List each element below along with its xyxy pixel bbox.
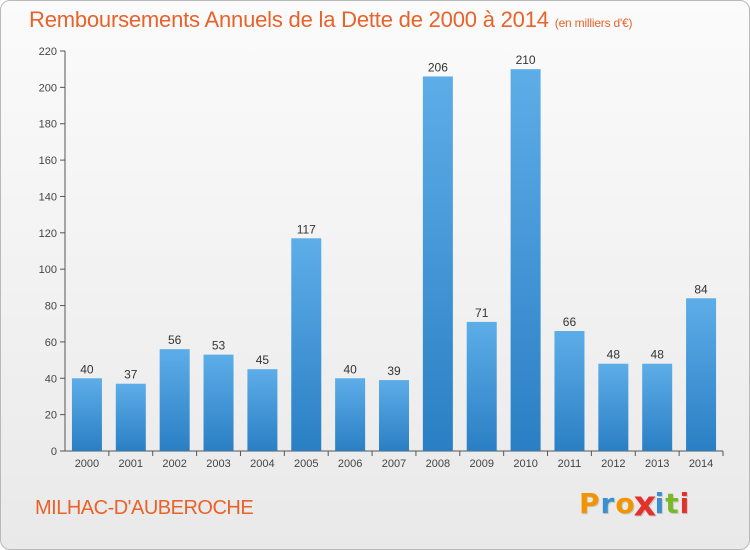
logo-letter: P — [579, 487, 601, 520]
bar-value-label: 210 — [516, 53, 536, 67]
chart-title-text: Remboursements Annuels de la Dette de 20… — [29, 7, 549, 32]
bar-value-label: 37 — [124, 368, 138, 382]
bar — [642, 363, 673, 451]
x-tick-label: 2004 — [250, 458, 274, 470]
bar — [598, 363, 629, 451]
y-tick-label: 200 — [39, 82, 57, 94]
bar-value-label: 53 — [212, 339, 226, 353]
y-axis: 0 20 40 60 80 100 120 140 160 180 200 220 — [39, 46, 66, 458]
bar-value-label: 117 — [297, 222, 316, 236]
bar-value-label: 71 — [475, 306, 489, 320]
chart-unit-label: (en milliers d'€) — [554, 16, 633, 30]
x-tick-label: 2014 — [689, 458, 713, 470]
logo-letter: i — [679, 487, 691, 520]
bar-value-label: 45 — [256, 353, 270, 367]
y-tick-label: 220 — [39, 46, 57, 58]
y-tick-label: 100 — [39, 264, 57, 276]
bar — [466, 321, 497, 451]
bar-value-label: 66 — [563, 315, 577, 329]
logo-letter: t — [665, 487, 680, 520]
x-tick-label: 2009 — [469, 458, 493, 470]
y-tick-label: 120 — [39, 228, 57, 240]
y-tick-label: 40 — [45, 373, 57, 385]
bar-value-label: 84 — [694, 282, 708, 296]
commune-name: MILHAC-D'AUBEROCHE — [35, 497, 254, 519]
bar — [291, 238, 322, 451]
y-tick-label: 140 — [39, 191, 57, 203]
y-tick-label: 180 — [39, 119, 57, 131]
y-tick-label: 0 — [51, 446, 57, 458]
x-tick-label: 2007 — [382, 458, 406, 470]
bar — [247, 369, 278, 451]
bar-value-label: 39 — [387, 364, 401, 378]
x-tick-label: 2010 — [513, 458, 537, 470]
bar — [510, 69, 541, 451]
x-tick-label: 2005 — [294, 458, 318, 470]
logo-letter: o — [615, 487, 636, 520]
x-axis: 2000 2001 2002 2003 2004 2005 2006 2007 2008 2009… — [65, 450, 724, 470]
logo-letter: i — [654, 487, 666, 520]
bar-value-label: 48 — [607, 348, 621, 362]
bar — [554, 331, 585, 451]
bar-value-label: 40 — [343, 362, 357, 376]
bar-value-label: 40 — [80, 362, 94, 376]
logo-letter: x — [633, 482, 658, 525]
y-tick-label: 60 — [45, 337, 57, 349]
x-tick-label: 2002 — [162, 458, 186, 470]
y-tick-label: 160 — [39, 155, 57, 167]
bars — [71, 69, 717, 452]
x-tick-label: 2001 — [119, 458, 143, 470]
chart-title: Remboursements Annuels de la Dette de 20… — [29, 7, 633, 33]
bar — [422, 76, 453, 452]
bar — [71, 378, 102, 451]
bar — [115, 383, 146, 451]
x-tick-label: 2011 — [558, 458, 582, 470]
x-tick-label: 2013 — [645, 458, 669, 470]
bar — [203, 354, 234, 451]
logo-letter: r — [600, 487, 616, 520]
bar — [335, 378, 366, 451]
x-tick-label: 2012 — [601, 458, 625, 470]
y-tick-label: 20 — [45, 410, 57, 422]
bar-value-labels: 40 37 56 53 45 117 40 39 206 71 210 66 48 48 84 — [80, 53, 708, 382]
bar-value-label: 56 — [168, 333, 182, 347]
proxiti-logo[interactable]: Proxiti — [579, 483, 691, 524]
bar-value-label: 206 — [428, 60, 448, 74]
x-tick-label: 2000 — [75, 458, 99, 470]
x-tick-label: 2003 — [206, 458, 230, 470]
y-tick-label: 80 — [45, 301, 57, 313]
bar-value-label: 48 — [651, 348, 665, 362]
bar — [159, 349, 190, 451]
x-tick-label: 2006 — [338, 458, 362, 470]
bar — [686, 298, 717, 451]
x-tick-label: 2008 — [426, 458, 450, 470]
bar — [379, 380, 409, 451]
